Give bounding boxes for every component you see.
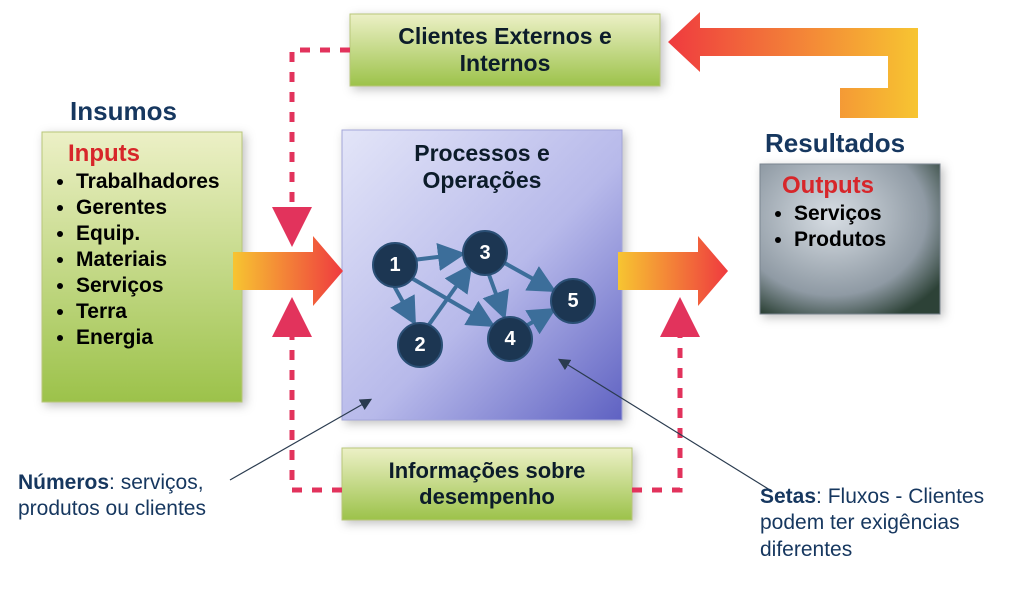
- inputs-item: Gerentes: [76, 196, 230, 220]
- info-line2: desempenho: [419, 484, 555, 510]
- inputs-item: Trabalhadores: [76, 170, 230, 194]
- arrow-process-to-outputs: [618, 236, 728, 306]
- inputs-item: Serviços: [76, 274, 230, 298]
- note-setas: Setas: Fluxos - Clientes podem ter exigê…: [760, 484, 1020, 563]
- outputs-item: Serviços: [794, 202, 928, 226]
- outputs-box: Outputs Serviços Produtos: [760, 164, 940, 314]
- arrow-feedback-l: [668, 12, 918, 118]
- process-title-1: Processos e: [342, 140, 622, 167]
- inputs-title: Inputs: [54, 140, 230, 168]
- inputs-box: Inputs Trabalhadores Gerentes Equip. Mat…: [42, 132, 242, 402]
- arrow-inputs-to-process: [233, 236, 343, 306]
- inputs-item: Energia: [76, 326, 230, 350]
- info-box: Informações sobre desempenho: [342, 448, 632, 520]
- inputs-item: Terra: [76, 300, 230, 324]
- note-numeros: Números: serviços, produtos ou clientes: [18, 470, 278, 523]
- outputs-list: Serviços Produtos: [772, 202, 928, 252]
- process-title-2: Operações: [342, 167, 622, 194]
- clients-line2: Internos: [460, 50, 551, 77]
- inputs-item: Materiais: [76, 248, 230, 272]
- process-node: 5: [550, 278, 596, 324]
- process-node: 4: [487, 316, 533, 362]
- diagram-stage: Insumos Resultados Inputs Trabalhadores …: [0, 0, 1024, 608]
- clients-line1: Clientes Externos e: [398, 23, 611, 50]
- outputs-item: Produtos: [794, 228, 928, 252]
- note-setas-bold: Setas: [760, 485, 816, 508]
- process-box: Processos e Operações 1 2 3 4 5: [342, 130, 622, 420]
- process-node: 3: [462, 230, 508, 276]
- heading-insumos: Insumos: [70, 96, 177, 127]
- inputs-list: Trabalhadores Gerentes Equip. Materiais …: [54, 170, 230, 350]
- note-numeros-bold: Números: [18, 471, 109, 494]
- heading-resultados: Resultados: [765, 128, 905, 159]
- process-node: 1: [372, 242, 418, 288]
- process-node: 2: [397, 322, 443, 368]
- outputs-title: Outputs: [772, 172, 928, 200]
- inputs-item: Equip.: [76, 222, 230, 246]
- clients-box: Clientes Externos e Internos: [350, 14, 660, 86]
- info-line1: Informações sobre: [389, 458, 586, 484]
